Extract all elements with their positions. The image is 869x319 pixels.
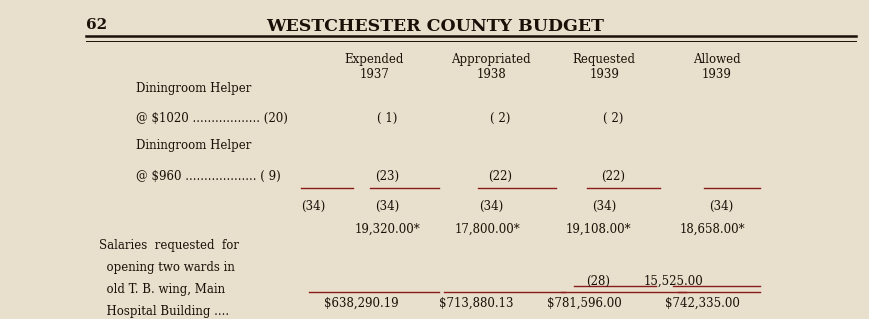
Text: Diningroom Helper: Diningroom Helper	[136, 82, 251, 95]
Text: Allowed
1939: Allowed 1939	[693, 53, 740, 81]
Text: Requested
1939: Requested 1939	[572, 53, 635, 81]
Text: opening two wards in: opening two wards in	[98, 261, 234, 274]
Text: old T. B. wing, Main: old T. B. wing, Main	[98, 283, 224, 296]
Text: Salaries  requested  for: Salaries requested for	[98, 239, 238, 252]
Text: $713,880.13: $713,880.13	[439, 297, 514, 310]
Text: ( 2): ( 2)	[489, 112, 509, 125]
Text: $781,596.00: $781,596.00	[546, 297, 620, 310]
Text: WESTCHESTER COUNTY BUDGET: WESTCHESTER COUNTY BUDGET	[266, 18, 603, 35]
Text: 19,108.00*: 19,108.00*	[565, 223, 630, 235]
Text: $742,335.00: $742,335.00	[664, 297, 739, 310]
Text: (34): (34)	[302, 200, 325, 213]
Text: @ $1020 .................. (20): @ $1020 .................. (20)	[136, 112, 288, 125]
Text: 19,320.00*: 19,320.00*	[354, 223, 420, 235]
Text: $638,290.19: $638,290.19	[323, 297, 398, 310]
Text: ( 2): ( 2)	[602, 112, 622, 125]
Text: 17,800.00*: 17,800.00*	[454, 223, 520, 235]
Text: Expended
1937: Expended 1937	[344, 53, 403, 81]
Text: 62: 62	[86, 18, 108, 32]
Text: (34): (34)	[708, 200, 733, 213]
Text: ( 1): ( 1)	[376, 112, 397, 125]
Text: (34): (34)	[375, 200, 399, 213]
Text: @ $960 ................... ( 9): @ $960 ................... ( 9)	[136, 169, 280, 182]
Text: Diningroom Helper: Diningroom Helper	[136, 139, 251, 152]
Text: 18,658.00*: 18,658.00*	[679, 223, 745, 235]
Text: (23): (23)	[375, 169, 399, 182]
Text: Appropriated
1938: Appropriated 1938	[451, 53, 531, 81]
Text: Hospital Building ....: Hospital Building ....	[98, 305, 229, 318]
Text: (34): (34)	[479, 200, 503, 213]
Text: (22): (22)	[600, 169, 624, 182]
Text: 15,525.00: 15,525.00	[643, 275, 702, 288]
Text: (34): (34)	[591, 200, 615, 213]
Text: (22): (22)	[488, 169, 512, 182]
Text: (28): (28)	[586, 275, 609, 288]
